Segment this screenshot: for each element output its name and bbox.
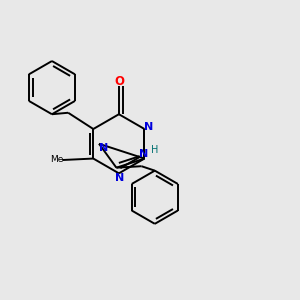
Text: N: N — [115, 173, 124, 183]
Text: N: N — [144, 122, 153, 132]
Text: N: N — [139, 149, 148, 159]
Text: H: H — [151, 145, 158, 155]
Text: N: N — [99, 142, 108, 152]
Text: Me: Me — [50, 155, 63, 164]
Text: O: O — [114, 75, 124, 88]
